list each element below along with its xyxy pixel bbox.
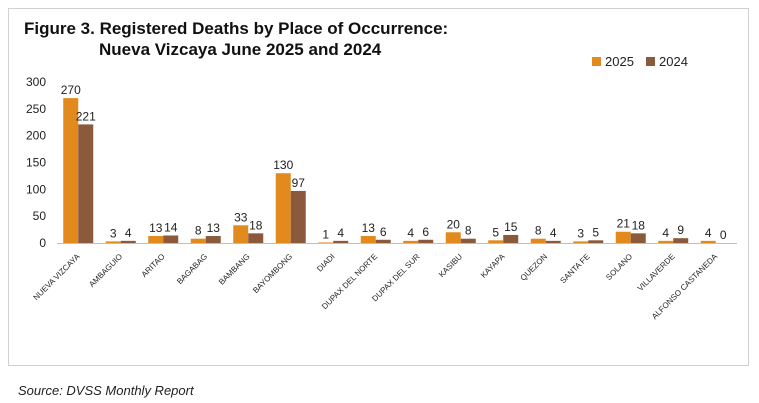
bar-2025 [530, 238, 546, 243]
bar-2025 [105, 241, 121, 243]
bar-2024 [205, 236, 221, 243]
bar-2025 [63, 98, 79, 243]
data-label-2025: 270 [61, 83, 81, 97]
x-category-label: ARITAO [140, 252, 167, 279]
data-label-2025: 5 [492, 225, 499, 239]
data-label-2024: 97 [292, 176, 306, 190]
x-category-label: NUEVA VIZCAYA [32, 252, 83, 303]
x-category-label: KASIBU [437, 252, 464, 279]
legend-label-2025: 2025 [605, 54, 634, 69]
y-tick-label: 100 [26, 182, 46, 196]
data-label-2024: 18 [632, 218, 646, 232]
data-label-2025: 8 [535, 224, 542, 238]
data-label-2025: 13 [149, 221, 163, 235]
data-label-2025: 8 [195, 224, 202, 238]
bar-2024 [248, 233, 264, 243]
data-label-2024: 15 [504, 220, 518, 234]
y-tick-label: 200 [26, 129, 46, 143]
bar-2025 [190, 238, 206, 243]
bar-2025 [445, 232, 461, 243]
data-label-2025: 20 [447, 217, 461, 231]
chart-title-line2: Nueva Vizcaya June 2025 and 2024 [99, 40, 382, 59]
data-label-2025: 33 [234, 210, 248, 224]
bar-2025 [700, 240, 716, 243]
x-category-label: SANTA FE [558, 252, 591, 285]
x-category-label: DIADI [315, 252, 336, 273]
bar-2025 [233, 225, 249, 243]
bar-2024 [78, 124, 94, 243]
data-label-2024: 6 [422, 225, 429, 239]
bar-2025 [658, 240, 674, 243]
legend-label-2024: 2024 [659, 54, 688, 69]
bar-2025 [360, 236, 376, 243]
data-label-2024: 221 [76, 109, 96, 123]
bar-2024 [673, 238, 689, 243]
bar-2025 [573, 241, 589, 243]
y-tick-label: 250 [26, 102, 46, 116]
bar-2024 [375, 239, 391, 243]
data-label-2024: 14 [164, 220, 178, 234]
bar-2024 [333, 240, 349, 243]
bar-2024 [418, 239, 434, 243]
legend-swatch-2024 [646, 57, 655, 66]
bar-2024 [630, 233, 646, 243]
source-note: Source: DVSS Monthly Report [18, 383, 194, 398]
bar-2025 [615, 231, 631, 243]
x-category-label: SOLANO [604, 252, 634, 282]
data-label-2024: 4 [125, 226, 132, 240]
data-label-2024: 6 [380, 225, 387, 239]
bar-2025 [148, 236, 164, 243]
legend-swatch-2025 [592, 57, 601, 66]
data-label-2024: 18 [249, 218, 263, 232]
data-label-2025: 4 [662, 226, 669, 240]
data-label-2025: 3 [577, 226, 584, 240]
bar-2024 [503, 234, 519, 243]
x-category-label: BAMBANG [217, 252, 252, 287]
data-label-2025: 13 [362, 221, 376, 235]
data-label-2024: 9 [677, 223, 684, 237]
data-label-2024: 13 [207, 221, 221, 235]
y-tick-label: 150 [26, 156, 46, 170]
data-label-2025: 4 [705, 226, 712, 240]
bar-2024 [163, 235, 179, 243]
data-label-2025: 1 [322, 227, 329, 241]
bar-2025 [488, 240, 504, 243]
data-label-2025: 130 [273, 158, 293, 172]
bar-2024 [290, 190, 306, 243]
data-label-2024: 4 [550, 226, 557, 240]
chart-title-line1: Figure 3. Registered Deaths by Place of … [24, 19, 449, 38]
x-category-label: DUPAX DEL SUR [370, 252, 421, 303]
y-tick-label: 50 [33, 209, 47, 223]
bar-2025 [275, 173, 291, 243]
bar-2025 [318, 242, 334, 243]
chart-title: Figure 3. Registered Deaths by Place of … [24, 18, 448, 60]
data-label-2025: 21 [617, 217, 631, 231]
bar-2024 [460, 238, 476, 243]
x-category-label: BAYOMBONG [251, 252, 294, 295]
bar-2024 [545, 240, 561, 243]
bar-2024 [120, 240, 136, 243]
data-label-2025: 3 [110, 226, 117, 240]
x-category-label: VILLAVERDE [636, 252, 677, 293]
data-label-2024: 5 [592, 225, 599, 239]
y-tick-label: 0 [39, 236, 46, 250]
chart-frame [8, 8, 749, 366]
x-category-label: AMBAGUIO [87, 252, 124, 289]
data-label-2025: 4 [407, 226, 414, 240]
bar-2025 [403, 240, 419, 243]
bar-2024 [588, 240, 604, 243]
x-category-label: KAYAPA [479, 252, 507, 280]
x-category-label: BAGABAG [175, 252, 209, 286]
data-label-2024: 4 [337, 226, 344, 240]
data-label-2024: 0 [720, 228, 727, 242]
data-label-2024: 8 [465, 224, 472, 238]
x-category-label: QUEZON [519, 252, 550, 283]
y-tick-label: 300 [26, 75, 46, 89]
